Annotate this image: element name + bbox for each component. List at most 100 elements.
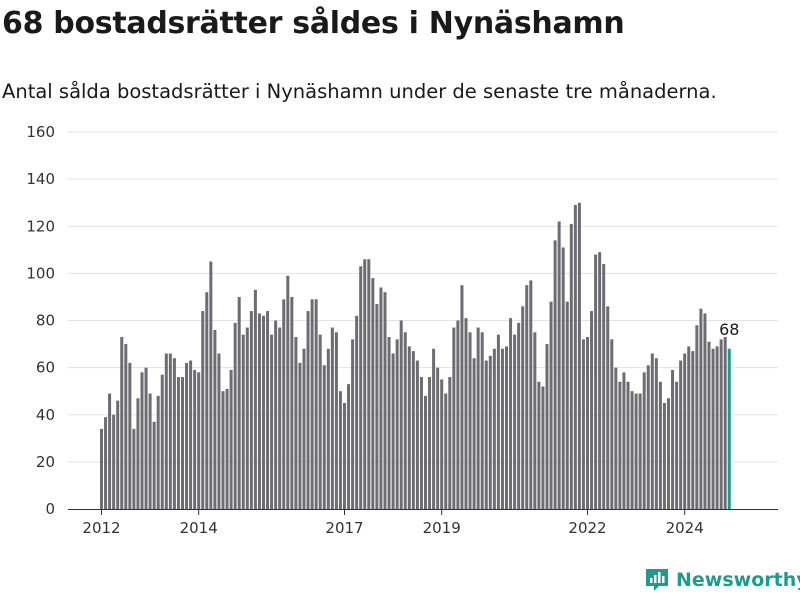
bar [144,367,148,510]
bar [638,393,642,509]
bar [100,428,103,509]
bar [124,344,128,509]
bar [164,353,168,509]
y-tick-label: 140 [26,170,55,188]
bar [270,334,274,509]
bar [286,275,290,509]
bar [403,332,407,509]
bar [484,360,488,509]
bar [683,353,687,509]
x-tick-label: 2019 [423,519,461,537]
bar [541,386,545,509]
y-tick-label: 160 [26,123,55,141]
bar [168,353,172,509]
bar [318,334,322,509]
bar [667,398,670,509]
bar [326,348,330,509]
bar [302,348,306,509]
bar [428,377,432,509]
bar [513,334,517,509]
y-tick-label: 120 [26,217,55,235]
bar [695,325,699,509]
bar [209,261,213,509]
bar [565,301,569,509]
bar [691,351,695,509]
bar [407,346,411,509]
bar [687,346,691,509]
bar [294,336,298,509]
bar [411,351,415,509]
bar [594,254,598,509]
bar [278,327,282,509]
bar [217,353,221,509]
last-value-label: 68 [719,320,739,339]
bar [156,395,160,509]
bar [456,320,460,509]
bar [622,372,626,509]
bar [197,372,201,509]
y-tick-label: 40 [36,406,55,424]
x-tick-label: 2012 [82,519,120,537]
bar [500,348,504,509]
bar [505,346,508,509]
bar [298,362,302,509]
bar [347,384,351,509]
bar [630,391,634,509]
bar [723,336,727,509]
bar [306,311,310,509]
bar [419,377,423,509]
bar [634,393,638,509]
bar [274,320,278,509]
bar [282,299,286,509]
bar [699,308,703,509]
bar [553,240,557,509]
brand-logo: Newsworthy [644,567,800,593]
bar [557,221,561,510]
bar [152,421,156,509]
bar [253,289,257,509]
x-tick-label: 2017 [325,519,363,537]
bar [703,313,707,509]
bar [245,327,249,509]
x-tick-label: 2022 [568,519,606,537]
y-tick-label: 0 [45,500,55,518]
bar [237,296,241,509]
bar [650,353,654,509]
bar [452,327,456,509]
brand-name: Newsworthy [676,569,800,591]
bar [602,263,606,509]
y-tick-label: 100 [26,264,55,282]
bar-latest [727,348,731,509]
bar [221,391,225,509]
bar [472,358,476,509]
bar [241,334,245,509]
bar [586,336,589,509]
bar [233,322,237,509]
chart-subtitle: Antal sålda bostadsrätter i Nynäshamn un… [2,80,717,103]
bar [675,381,679,509]
y-tick-label: 80 [36,312,55,330]
bar [116,400,120,509]
bar [646,365,650,509]
bar [395,339,399,509]
bar [496,334,500,509]
bar [679,360,683,509]
bar [266,311,270,509]
bar [310,299,314,509]
bar [140,372,144,509]
bar [136,398,140,509]
bar [355,315,359,509]
bar [399,320,403,509]
bar [112,414,116,509]
bar [120,336,124,509]
y-axis-ticks: 0 20 40 60 80 100 120 140 160 [26,123,55,518]
bar [444,393,448,509]
bar [229,369,233,509]
bar [181,377,184,509]
bar [610,339,614,509]
bar [521,306,525,509]
bar [160,374,164,509]
bar [415,360,419,509]
y-tick-label: 20 [36,453,55,471]
